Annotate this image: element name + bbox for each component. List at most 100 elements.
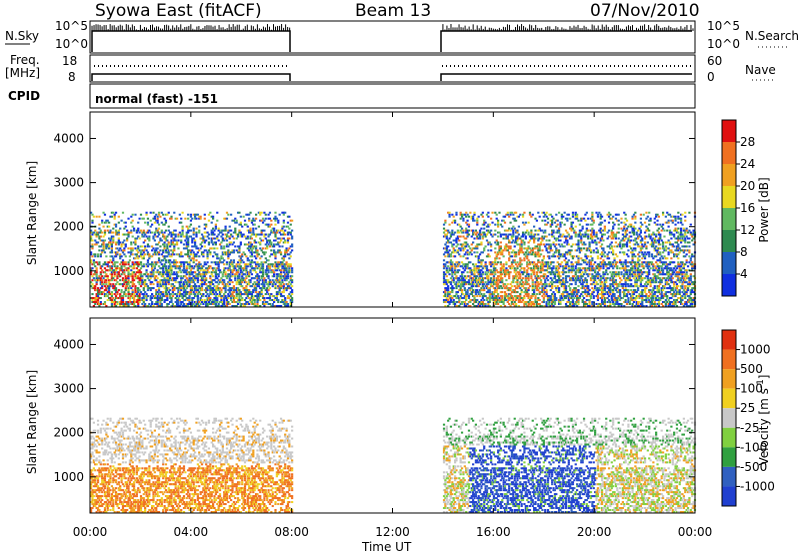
heatmap-cell — [166, 279, 169, 282]
heatmap-cell — [252, 233, 255, 236]
heatmap-cell — [442, 299, 446, 302]
heatmap-cell — [131, 285, 134, 288]
heatmap-cell — [478, 275, 482, 278]
heatmap-cell — [485, 285, 489, 288]
heatmap-cell — [145, 293, 148, 296]
heatmap-cell — [228, 283, 231, 286]
heatmap-cell — [273, 251, 276, 254]
heatmap-cell — [245, 285, 248, 288]
heatmap-cell — [488, 287, 491, 290]
heatmap-cell — [261, 285, 265, 288]
heatmap-cell — [90, 231, 93, 234]
heatmap-cell — [474, 263, 478, 266]
heatmap-cell — [246, 273, 249, 276]
heatmap-cell — [102, 303, 105, 306]
heatmap-cell — [463, 275, 466, 278]
heatmap-cell — [460, 291, 464, 294]
heatmap-cell — [132, 305, 136, 307]
heatmap-cell — [467, 233, 471, 236]
heatmap-cell — [534, 253, 537, 256]
heatmap-cell — [447, 293, 450, 296]
heatmap-cell — [454, 255, 457, 258]
heatmap-cell — [119, 275, 122, 278]
heatmap-cell — [127, 291, 130, 294]
heatmap-cell — [279, 263, 283, 266]
heatmap-cell — [564, 257, 568, 260]
heatmap-cell — [212, 287, 215, 290]
heatmap-cell — [139, 281, 143, 284]
heatmap-cell — [144, 305, 147, 307]
heatmap-cell — [174, 277, 177, 280]
heatmap-cell — [210, 281, 213, 284]
heatmap-cell — [155, 253, 158, 256]
heatmap-cell — [289, 291, 292, 294]
heatmap-cell — [199, 247, 202, 250]
heatmap-cell — [173, 237, 176, 240]
heatmap-cell — [467, 279, 471, 282]
heatmap-cell — [94, 285, 97, 288]
heatmap-cell — [466, 271, 469, 274]
heatmap-cell — [145, 283, 148, 286]
heatmap-cell — [209, 303, 212, 306]
heatmap-cell — [275, 299, 278, 302]
heatmap-cell — [498, 211, 501, 214]
heatmap-cell — [188, 261, 191, 264]
heatmap-cell — [285, 273, 288, 276]
heatmap-cell — [289, 219, 292, 222]
heatmap-cell — [528, 235, 532, 238]
heatmap-cell — [470, 281, 473, 284]
heatmap-cell — [494, 295, 497, 298]
heatmap-cell — [103, 281, 107, 284]
heatmap-cell — [444, 243, 447, 246]
heatmap-cell — [510, 211, 514, 214]
heatmap-cell — [130, 295, 133, 298]
heatmap-cell — [109, 269, 112, 272]
heatmap-cell — [123, 281, 126, 284]
heatmap-cell — [477, 305, 480, 307]
heatmap-cell — [116, 247, 119, 250]
heatmap-cell — [502, 267, 505, 270]
heatmap-cell — [209, 283, 212, 286]
heatmap-cell — [141, 217, 144, 220]
heatmap-cell — [515, 241, 518, 244]
heatmap-cell — [170, 217, 173, 220]
heatmap-cell — [535, 293, 539, 296]
heatmap-cell — [109, 279, 112, 282]
heatmap-cell — [163, 223, 166, 226]
heatmap-cell — [220, 305, 223, 307]
heatmap-cell — [502, 233, 505, 236]
heatmap-cell — [484, 261, 487, 264]
heatmap-cell — [545, 285, 548, 288]
heatmap-cell — [499, 223, 502, 226]
heatmap-cell — [549, 299, 552, 302]
heatmap-cell — [528, 261, 532, 264]
heatmap-cell — [218, 269, 222, 272]
heatmap-cell — [156, 277, 159, 280]
heatmap-cell — [164, 259, 168, 262]
heatmap-cell — [236, 269, 240, 272]
heatmap-cell — [253, 233, 256, 236]
heatmap-cell — [98, 215, 101, 218]
heatmap-cell — [278, 283, 281, 286]
heatmap-cell — [477, 259, 480, 262]
heatmap-cell — [279, 277, 283, 280]
heatmap-cell — [202, 275, 205, 278]
heatmap-cell — [134, 247, 137, 250]
heatmap-cell — [191, 285, 194, 288]
heatmap-cell — [155, 293, 158, 296]
heatmap-cell — [274, 267, 277, 270]
heatmap-cell — [530, 231, 533, 234]
heatmap-cell — [470, 273, 473, 276]
heatmap-cell — [282, 283, 285, 286]
heatmap-cell — [480, 263, 483, 266]
heatmap-cell — [206, 297, 209, 300]
heatmap-cell — [460, 279, 464, 282]
heatmap-cell — [210, 229, 213, 232]
heatmap-cell — [509, 289, 512, 292]
heatmap-cell — [249, 245, 252, 248]
heatmap-cell — [261, 279, 265, 282]
heatmap-cell — [253, 303, 256, 306]
heatmap-cell — [103, 285, 107, 288]
heatmap-cell — [459, 279, 462, 282]
heatmap-cell — [502, 263, 505, 266]
